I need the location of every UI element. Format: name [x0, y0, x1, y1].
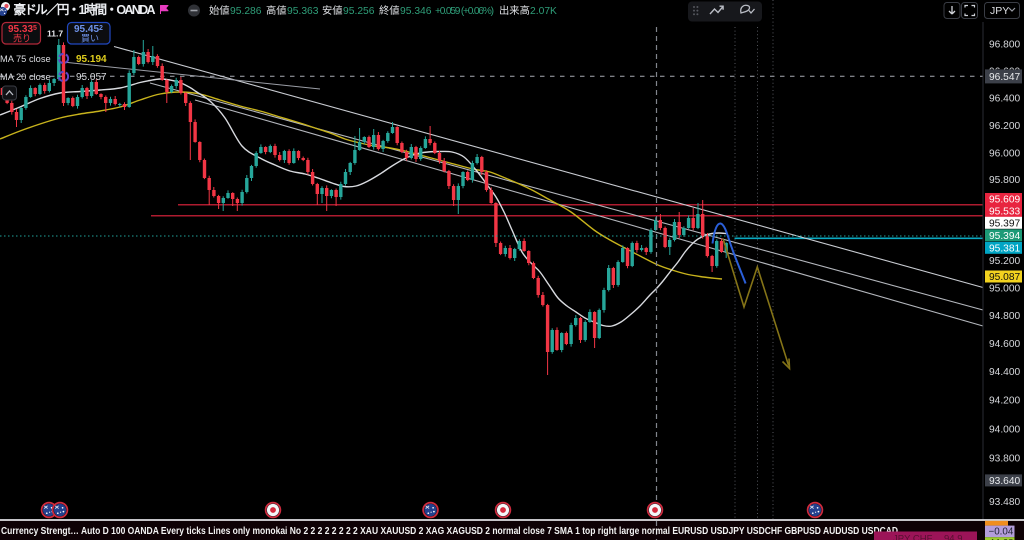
svg-text:96.400: 96.400 — [989, 94, 1020, 105]
svg-text:安値: 安値 — [322, 4, 343, 17]
svg-text:96.200: 96.200 — [989, 121, 1020, 132]
svg-text:95.533: 95.533 — [989, 207, 1020, 218]
svg-text:終値: 終値 — [379, 4, 400, 17]
svg-text:93.640: 93.640 — [989, 476, 1020, 487]
svg-text:94.9: 94.9 — [944, 534, 963, 540]
svg-text:95.335: 95.335 — [8, 24, 37, 35]
svg-text:95.381: 95.381 — [989, 243, 1020, 254]
svg-text:95.194: 95.194 — [76, 54, 107, 65]
svg-text:95.609: 95.609 — [989, 195, 1020, 206]
svg-text:95.363: 95.363 — [287, 6, 319, 17]
svg-text:95.452: 95.452 — [74, 24, 103, 35]
svg-text:94.200: 94.200 — [989, 396, 1020, 407]
svg-text:95.200: 95.200 — [989, 256, 1020, 267]
svg-text:95.087: 95.087 — [989, 272, 1020, 283]
svg-text:95.000: 95.000 — [989, 284, 1020, 295]
svg-text:94.000: 94.000 — [989, 425, 1020, 436]
svg-text:始値: 始値 — [209, 4, 230, 17]
svg-text:豪ドル／円・1時間・OANDA: 豪ドル／円・1時間・OANDA — [14, 2, 156, 17]
svg-text:出来高: 出来高 — [499, 4, 530, 17]
svg-text:95.394: 95.394 — [989, 231, 1020, 242]
svg-text:Currency Strengt… Auto D 100: Currency Strengt… Auto D 100 OANDA Every… — [1, 526, 898, 537]
svg-text:JPY: JPY — [990, 5, 1009, 17]
svg-text:96.547: 96.547 — [989, 72, 1020, 83]
svg-text:93.800: 93.800 — [989, 454, 1020, 465]
svg-text:95.057: 95.057 — [76, 72, 107, 83]
svg-text:94.600: 94.600 — [989, 339, 1020, 350]
svg-text:MA 20 close: MA 20 close — [0, 72, 51, 82]
svg-text:96.800: 96.800 — [989, 40, 1020, 51]
svg-text:95.286: 95.286 — [230, 6, 262, 17]
svg-text:JPY CHF: JPY CHF — [893, 534, 933, 540]
svg-text:94.400: 94.400 — [989, 367, 1020, 378]
svg-text:95.397: 95.397 — [989, 218, 1020, 229]
svg-text:11.7: 11.7 — [47, 29, 63, 39]
svg-text:44.68: 44.68 — [989, 538, 1014, 540]
svg-text:+0.059 (+0.06%): +0.059 (+0.06%) — [435, 6, 494, 17]
svg-text:94.800: 94.800 — [989, 311, 1020, 322]
svg-text:MA 75 close: MA 75 close — [0, 54, 51, 64]
svg-text:高値: 高値 — [266, 4, 287, 17]
svg-text:95.256: 95.256 — [343, 6, 375, 17]
svg-text:2.07K: 2.07K — [530, 6, 557, 17]
svg-text:買い: 買い — [81, 34, 99, 44]
svg-text:売り: 売り — [13, 33, 31, 44]
svg-text:−0.04: −0.04 — [989, 526, 1014, 537]
svg-text:93.480: 93.480 — [989, 497, 1020, 508]
svg-text:96.000: 96.000 — [989, 148, 1020, 159]
svg-text:95.346: 95.346 — [400, 6, 432, 17]
svg-text:95.800: 95.800 — [989, 175, 1020, 186]
